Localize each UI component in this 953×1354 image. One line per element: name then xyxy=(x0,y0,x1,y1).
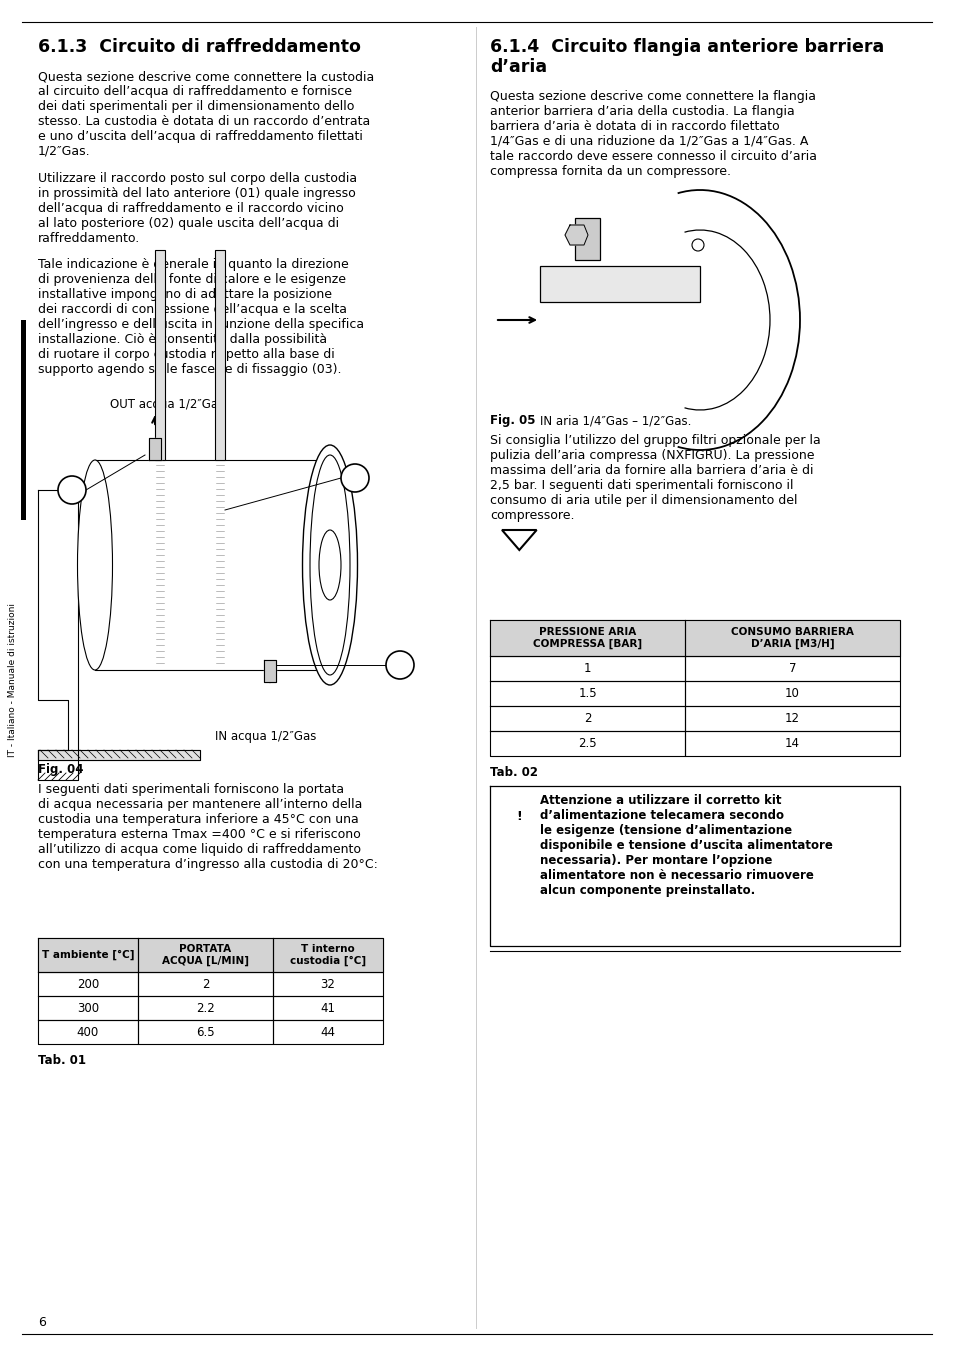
Polygon shape xyxy=(38,490,78,780)
Polygon shape xyxy=(264,659,275,682)
Text: 2: 2 xyxy=(201,978,209,991)
Text: Si consiglia l’utilizzo del gruppo filtri opzionale per la
pulizia dell’aria com: Si consiglia l’utilizzo del gruppo filtr… xyxy=(490,435,820,523)
Text: 2: 2 xyxy=(583,712,591,724)
Text: 1.5: 1.5 xyxy=(578,686,597,700)
Text: 1: 1 xyxy=(583,662,591,676)
Text: PORTATA
ACQUA [L/MIN]: PORTATA ACQUA [L/MIN] xyxy=(162,944,249,965)
Text: Attenzione a utilizzare il corretto kit
d’alimentazione telecamera secondo
le es: Attenzione a utilizzare il corretto kit … xyxy=(539,793,832,896)
Polygon shape xyxy=(149,437,161,460)
Text: 12: 12 xyxy=(784,712,800,724)
Ellipse shape xyxy=(77,460,112,670)
Polygon shape xyxy=(38,938,382,972)
Text: Fig. 05: Fig. 05 xyxy=(490,414,535,427)
Text: Tale indicazione è generale in quanto la direzione
di provenienza della fonte di: Tale indicazione è generale in quanto la… xyxy=(38,259,364,376)
FancyBboxPatch shape xyxy=(154,250,165,460)
Text: 300: 300 xyxy=(77,1002,99,1014)
Text: 2.5: 2.5 xyxy=(578,737,597,750)
Text: 32: 32 xyxy=(320,978,335,991)
Text: 6.1.3  Circuito di raffreddamento: 6.1.3 Circuito di raffreddamento xyxy=(38,38,360,56)
Ellipse shape xyxy=(310,455,350,676)
Polygon shape xyxy=(490,620,899,655)
Text: 6.1.4  Circuito flangia anteriore barriera: 6.1.4 Circuito flangia anteriore barrier… xyxy=(490,38,883,56)
Text: PRESSIONE ARIA
COMPRESSA [BAR]: PRESSIONE ARIA COMPRESSA [BAR] xyxy=(533,627,641,649)
Text: 10: 10 xyxy=(784,686,800,700)
Circle shape xyxy=(691,240,703,250)
Text: 200: 200 xyxy=(77,978,99,991)
Text: 44: 44 xyxy=(320,1025,335,1039)
Circle shape xyxy=(340,464,369,492)
Text: 400: 400 xyxy=(77,1025,99,1039)
Text: d’aria: d’aria xyxy=(490,58,547,76)
FancyBboxPatch shape xyxy=(21,320,26,520)
Text: Utilizzare il raccordo posto sul corpo della custodia
in prossimità del lato ant: Utilizzare il raccordo posto sul corpo d… xyxy=(38,172,356,245)
Text: 01: 01 xyxy=(393,659,407,670)
Text: 6: 6 xyxy=(38,1316,46,1330)
Polygon shape xyxy=(501,529,537,550)
Polygon shape xyxy=(564,225,587,245)
Text: I seguenti dati sperimentali forniscono la portata
di acqua necessaria per mante: I seguenti dati sperimentali forniscono … xyxy=(38,783,377,871)
FancyBboxPatch shape xyxy=(539,265,700,302)
Text: !: ! xyxy=(516,810,521,822)
Text: 7: 7 xyxy=(788,662,796,676)
Text: Tab. 02: Tab. 02 xyxy=(490,766,537,779)
Text: CONSUMO BARRIERA
D’ARIA [M3/H]: CONSUMO BARRIERA D’ARIA [M3/H] xyxy=(730,627,853,649)
Text: 03: 03 xyxy=(348,473,361,483)
Text: 6.5: 6.5 xyxy=(196,1025,214,1039)
Text: IN aria 1/4″Gas – 1/2″Gas.: IN aria 1/4″Gas – 1/2″Gas. xyxy=(539,414,691,427)
Text: 41: 41 xyxy=(320,1002,335,1014)
Text: IN acqua 1/2″Gas: IN acqua 1/2″Gas xyxy=(214,730,316,743)
Text: 14: 14 xyxy=(784,737,800,750)
Ellipse shape xyxy=(318,529,340,600)
Polygon shape xyxy=(490,787,899,946)
FancyBboxPatch shape xyxy=(214,250,225,460)
Text: IT - Italiano - Manuale di istruzioni: IT - Italiano - Manuale di istruzioni xyxy=(9,603,17,757)
Circle shape xyxy=(386,651,414,678)
Text: 2.2: 2.2 xyxy=(196,1002,214,1014)
Circle shape xyxy=(58,477,86,504)
Text: OUT acqua 1/2″Gas: OUT acqua 1/2″Gas xyxy=(110,398,224,412)
Text: Questa sezione descrive come connettere la flangia
anterior barriera d’aria dell: Questa sezione descrive come connettere … xyxy=(490,89,816,177)
Text: T ambiente [°C]: T ambiente [°C] xyxy=(42,949,134,960)
Text: 02: 02 xyxy=(65,485,79,496)
Text: Tab. 01: Tab. 01 xyxy=(38,1053,86,1067)
Ellipse shape xyxy=(302,445,357,685)
Text: Fig. 04: Fig. 04 xyxy=(38,764,84,776)
Text: T interno
custodia [°C]: T interno custodia [°C] xyxy=(290,944,366,965)
Polygon shape xyxy=(38,750,200,760)
FancyBboxPatch shape xyxy=(575,218,599,260)
Polygon shape xyxy=(95,460,330,670)
Text: Questa sezione descrive come connettere la custodia
al circuito dell’acqua di ra: Questa sezione descrive come connettere … xyxy=(38,70,374,158)
